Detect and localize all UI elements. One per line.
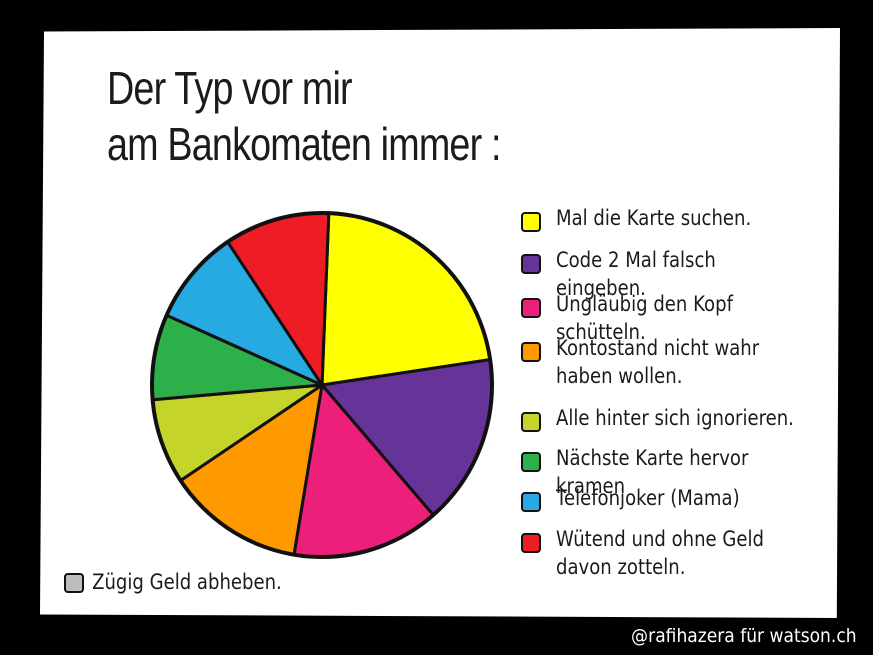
legend-swatch-telefonjoker: [521, 492, 541, 512]
legend-label-ignorieren: Alle hinter sich ignorieren.: [556, 406, 794, 430]
chart-title: Der Typ vor mir am Bankomaten immer :: [107, 60, 501, 172]
legend-label-kontostand: Kontostand nicht wahr haben wollen.: [556, 336, 760, 388]
legend-swatch-kontostand: [521, 342, 541, 362]
legend-label-naechste-karte: Nächste Karte hervor kramen: [556, 446, 749, 498]
chart-title-line-2: am Bankomaten immer :: [107, 118, 501, 170]
legend-item-zuegig: Zügig Geld abheben.: [62, 568, 318, 596]
pie-slice-karte-suchen: [320, 211, 492, 387]
legend-item-karte-suchen: Mal die Karte suchen.: [518, 204, 848, 246]
legend-item-code-falsch: Code 2 Mal falsch eingeben.: [518, 246, 848, 300]
chart-title-line-1: Der Typ vor mir: [107, 62, 353, 114]
legend-label-karte-suchen: Mal die Karte suchen.: [556, 206, 752, 230]
legend: Mal die Karte suchen. Code 2 Mal falsch …: [518, 204, 848, 585]
pie-outline: [150, 211, 494, 559]
legend-label-kopf-schuetteln: Ungläubig den Kopf schütteln.: [556, 292, 733, 344]
legend-item-wuetend: Wütend und ohne Geld davon zotteln.: [518, 525, 848, 585]
credit-text: @rafihazera für watson.ch: [631, 625, 857, 647]
legend-swatch-kopf-schuetteln: [521, 298, 541, 318]
legend-item-kopf-schuetteln: Ungläubig den Kopf schütteln.: [518, 290, 848, 344]
legend-item-telefonjoker: Telefonjoker (Mama): [518, 484, 848, 525]
legend-swatch-zuegig: [64, 573, 84, 593]
legend-swatch-karte-suchen: [521, 212, 541, 232]
legend-swatch-wuetend: [521, 533, 541, 553]
legend-label-telefonjoker: Telefonjoker (Mama): [556, 486, 740, 510]
legend-label-code-falsch: Code 2 Mal falsch eingeben.: [556, 248, 716, 300]
legend-swatch-code-falsch: [521, 254, 541, 274]
legend-item-naechste-karte: Nächste Karte hervor kramen: [518, 444, 848, 498]
legend-label-zuegig: Zügig Geld abheben.: [92, 570, 282, 594]
legend-item-ignorieren: Alle hinter sich ignorieren.: [518, 404, 848, 444]
legend-swatch-naechste-karte: [521, 452, 541, 472]
legend-label-wuetend: Wütend und ohne Geld davon zotteln.: [556, 527, 764, 579]
legend-swatch-ignorieren: [521, 412, 541, 432]
legend-item-kontostand: Kontostand nicht wahr haben wollen.: [518, 334, 848, 404]
